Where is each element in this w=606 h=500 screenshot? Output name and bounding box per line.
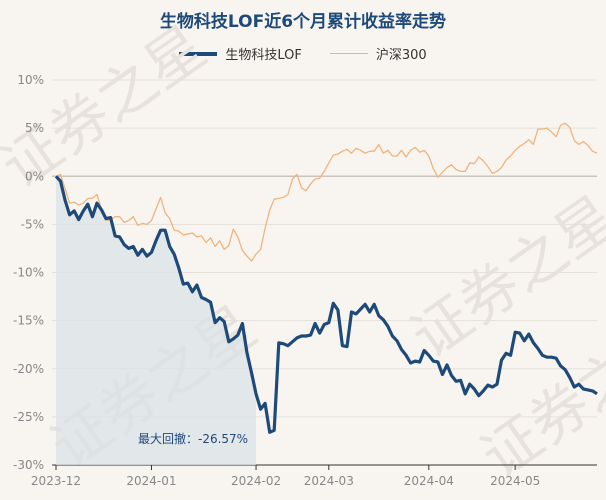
chart-title: 生物科技LOF近6个月累计收益率走势 xyxy=(159,12,447,32)
legend-swatch-index xyxy=(329,52,368,55)
y-tick-label: 10% xyxy=(17,73,44,87)
y-axis: 10% 5% 0% -5% -10% -15% -20% -25% -30% xyxy=(13,73,44,472)
y-tick-label: -25% xyxy=(13,410,44,424)
legend-swatch-fund xyxy=(179,51,218,56)
y-tick-label: -5% xyxy=(21,217,44,231)
x-tick-label: 2024-03 xyxy=(304,474,354,488)
legend-item-index[interactable]: 沪深300 xyxy=(329,44,427,63)
x-tick-label: 2023-12 xyxy=(31,474,81,488)
y-tick-label: -15% xyxy=(13,314,44,328)
y-tick-label: -30% xyxy=(13,458,44,472)
watermark-3: 证券之星 xyxy=(399,183,606,372)
x-tick-label: 2024-04 xyxy=(404,474,454,488)
y-tick-label: -20% xyxy=(13,362,44,376)
legend-item-fund[interactable]: 生物科技LOF xyxy=(179,44,302,63)
x-axis: 2023-12 2024-01 2024-02 2024-03 2024-04 2024-… xyxy=(31,464,597,488)
legend-label-index: 沪深300 xyxy=(375,48,427,63)
y-tick-label: 0% xyxy=(25,169,44,183)
legend: 生物科技LOF 沪深300 xyxy=(0,44,606,63)
series-line-fund[interactable] xyxy=(54,175,598,434)
legend-label-fund: 生物科技LOF xyxy=(225,48,302,63)
x-tick-label: 2024-02 xyxy=(231,474,281,488)
x-tick-label: 2024-01 xyxy=(126,474,176,488)
series-line-index[interactable] xyxy=(55,122,598,262)
x-tick-label: 2024-05 xyxy=(490,474,540,488)
max-drawdown-area xyxy=(56,176,256,466)
max-drawdown-label: 最大回撤：-26.57% xyxy=(138,431,248,446)
y-tick-label: -10% xyxy=(13,266,44,280)
y-tick-label: 5% xyxy=(25,121,44,135)
